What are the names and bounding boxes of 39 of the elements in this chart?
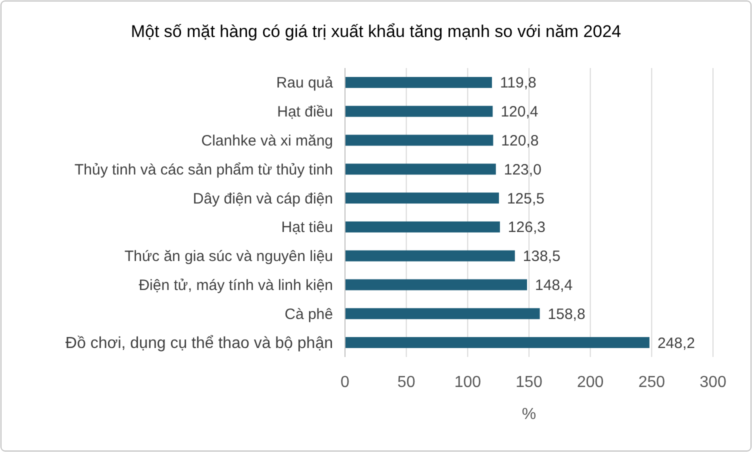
x-axis-title: % [522, 406, 536, 423]
bar [345, 221, 500, 232]
chart-title: Một số mặt hàng có giá trị xuất khẩu tăng mạnh so với năm 2024 [130, 22, 622, 41]
y-tick-label: Hạt điều [277, 104, 333, 121]
data-label: 158,8 [548, 306, 586, 323]
y-tick-label: Đồ chơi, dụng cụ thể thao và bộ phận [65, 335, 333, 352]
data-label: 138,5 [522, 248, 560, 266]
data-label: 126,3 [508, 219, 546, 236]
bar [345, 106, 493, 117]
data-label: 125,5 [506, 190, 544, 208]
data-label: 120,4 [500, 104, 538, 121]
x-tick-label: 50 [397, 374, 416, 391]
x-tick-label: 100 [454, 374, 482, 391]
y-tick-label: Clanhke và xi măng [201, 132, 333, 150]
bar [345, 250, 515, 262]
bar [345, 76, 492, 88]
y-tick-label: Dây điện và cáp điện [192, 190, 333, 208]
data-label: 248,2 [657, 334, 696, 352]
x-tick-label: 0 [340, 374, 350, 391]
x-tick-label: 300 [700, 374, 726, 391]
y-tick-label: Thủy tinh và các sản phẩm từ thủy tinh [74, 161, 333, 178]
y-tick-label: Thức ăn gia súc và nguyên liệu [124, 248, 333, 266]
y-tick-label: Điện tử, máy tính và linh kiện [138, 277, 333, 294]
bar [345, 192, 499, 204]
y-tick-label: Rau quả [276, 74, 334, 92]
bar [345, 279, 528, 290]
y-tick-label: Cà phê [284, 306, 333, 323]
data-label: 123,0 [504, 161, 542, 178]
bar [345, 337, 650, 348]
bar [345, 134, 494, 146]
data-label: 120,8 [501, 132, 539, 150]
data-label: 148,4 [535, 277, 573, 294]
x-tick-label: 150 [516, 374, 542, 391]
x-tick-label: 200 [576, 374, 604, 391]
data-label: 119,8 [500, 74, 536, 92]
bar [345, 308, 540, 320]
y-tick-label: Hạt tiêu [281, 219, 333, 236]
x-tick-label: 250 [638, 374, 666, 391]
bar [345, 164, 496, 175]
